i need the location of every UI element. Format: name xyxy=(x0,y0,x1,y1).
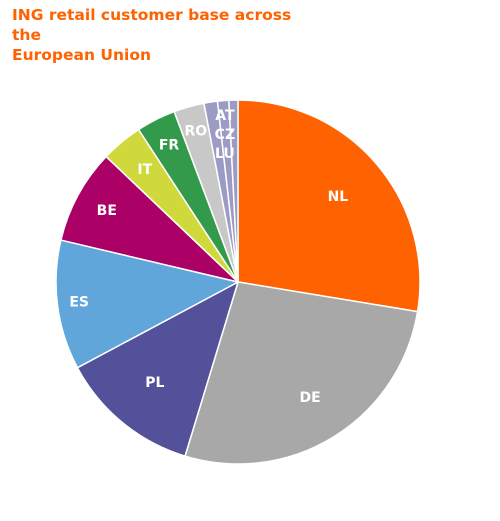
slice-label-be: BE xyxy=(97,203,117,219)
chart-title-line-1: ING retail customer base across the xyxy=(12,6,292,44)
slice-label-ro: RO xyxy=(184,123,207,139)
slice-label-es: ES xyxy=(69,295,89,311)
slice-label-lu: LU xyxy=(215,146,235,162)
slice-label-pl: PL xyxy=(145,375,164,391)
slice-label-it: IT xyxy=(137,162,152,178)
pie-slice-be xyxy=(60,155,239,283)
pie-slices xyxy=(55,99,421,465)
chart-title-line-2: European Union xyxy=(12,46,152,64)
slice-label-at-cz-lu: AT CZ LU xyxy=(215,108,235,162)
slice-label-at: AT xyxy=(215,108,235,124)
pie-slice-nl xyxy=(237,99,421,313)
chart-title: ING retail customer base across the Euro… xyxy=(12,5,312,65)
pie-slice-de xyxy=(184,281,419,465)
slice-label-de: DE xyxy=(300,390,321,406)
slice-label-fr: FR xyxy=(159,138,180,154)
slice-label-cz: CZ xyxy=(215,127,235,143)
pie-slice-lu xyxy=(228,99,239,283)
pie-slice-pl xyxy=(76,281,239,457)
slice-label-nl: NL xyxy=(328,189,349,205)
